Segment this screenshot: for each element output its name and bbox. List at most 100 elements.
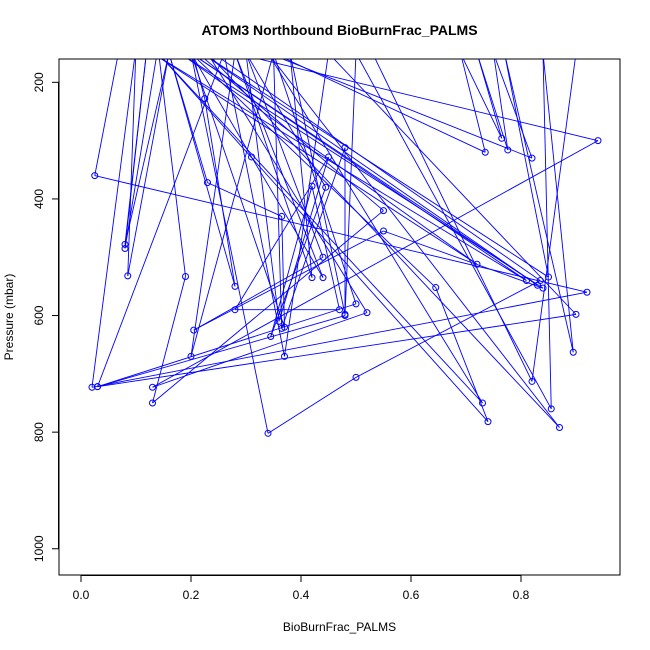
data-point: [204, 179, 211, 187]
series-segment: [97, 315, 346, 388]
series-segment: [478, 59, 509, 151]
series-segment: [461, 59, 486, 153]
data-point: [352, 300, 360, 308]
series-lines: [91, 59, 599, 434]
data-point: [341, 312, 349, 320]
series-segment: [542, 59, 552, 409]
data-point: [319, 253, 327, 261]
y-axis: 200 400 600 800 1000: [32, 72, 59, 562]
data-point: [267, 333, 275, 341]
series-segment: [91, 59, 135, 388]
series-segment: [158, 59, 186, 277]
x-axis: 0.0 0.2 0.4 0.6 0.8: [73, 575, 530, 602]
data-point: [231, 282, 239, 290]
data-point: [363, 309, 371, 317]
series-segment: [204, 98, 236, 287]
series-segment: [358, 59, 552, 410]
x-axis-label: BioBurnFrac_PALMS: [283, 620, 396, 634]
series-segment: [274, 59, 357, 305]
data-point: [539, 284, 547, 292]
data-point: [336, 306, 343, 314]
series-segment: [271, 59, 483, 404]
chart-title: ATOM3 Northbound BioBurnFrac_PALMS: [201, 22, 477, 38]
series-segment: [124, 59, 157, 249]
series-segment: [97, 313, 577, 388]
x-tick-label: 0.8: [513, 588, 530, 602]
series-segment: [234, 156, 329, 310]
series-segment: [193, 230, 384, 331]
data-point: [545, 273, 552, 281]
data-point: [264, 429, 272, 437]
series-segment: [462, 59, 503, 139]
data-point: [121, 244, 129, 252]
series-segment: [97, 303, 357, 388]
series-segment: [188, 59, 544, 289]
data-point: [278, 324, 286, 332]
series-segment: [344, 59, 357, 316]
series-segment: [198, 59, 538, 286]
series-segment: [162, 59, 483, 404]
data-point: [341, 144, 349, 152]
y-tick-label: 1000: [32, 535, 46, 562]
data-point: [481, 148, 489, 156]
data-point: [473, 260, 481, 268]
series-segment: [505, 59, 549, 278]
series-segment: [383, 230, 544, 289]
data-point: [547, 405, 555, 413]
series-segment: [94, 59, 118, 176]
data-point: [523, 277, 530, 285]
series-segment: [210, 59, 549, 278]
series-segment: [152, 312, 368, 388]
series-segment: [495, 59, 533, 159]
y-tick-label: 800: [32, 422, 46, 442]
data-point: [432, 284, 440, 292]
series-segment: [281, 147, 346, 329]
x-tick-label: 0.2: [183, 588, 200, 602]
series-segment: [124, 59, 147, 249]
series-segment: [220, 59, 541, 281]
series-segment: [257, 59, 599, 142]
series-segment: [127, 59, 169, 276]
data-point: [380, 227, 387, 235]
data-point: [536, 277, 544, 285]
series-segment: [290, 59, 346, 315]
series-segment: [160, 59, 478, 265]
series-segment: [246, 59, 280, 322]
series-segment: [273, 59, 283, 329]
y-tick-label: 400: [32, 189, 46, 209]
y-tick-label: 600: [32, 305, 46, 325]
series-segment: [278, 156, 329, 322]
data-point: [572, 310, 580, 318]
series-segment: [94, 175, 588, 293]
data-point: [352, 373, 360, 381]
series-segment: [543, 59, 574, 353]
data-point: [498, 134, 506, 142]
series-segment: [284, 59, 329, 357]
series-segment: [493, 59, 509, 151]
data-point: [187, 352, 195, 360]
series-segment: [170, 59, 236, 287]
data-point: [484, 418, 492, 426]
data-point: [281, 352, 288, 360]
series-segment: [91, 291, 588, 388]
series-segment: [209, 59, 538, 286]
data-point: [569, 348, 577, 356]
series-segment: [196, 59, 437, 288]
series-segment: [210, 59, 368, 313]
series-segment: [170, 59, 208, 183]
data-point: [149, 399, 156, 407]
series-segment: [281, 59, 533, 159]
data-point: [528, 377, 536, 385]
series-segment: [193, 256, 324, 331]
data-point: [504, 146, 512, 154]
data-point: [201, 95, 209, 103]
series-segment: [152, 276, 186, 404]
series-segment: [531, 59, 576, 382]
series-segment: [97, 59, 223, 387]
series-segment: [271, 59, 560, 428]
data-point: [248, 153, 255, 161]
data-point: [275, 317, 283, 325]
y-tick-label: 200: [32, 72, 46, 92]
series-segment: [124, 59, 169, 245]
